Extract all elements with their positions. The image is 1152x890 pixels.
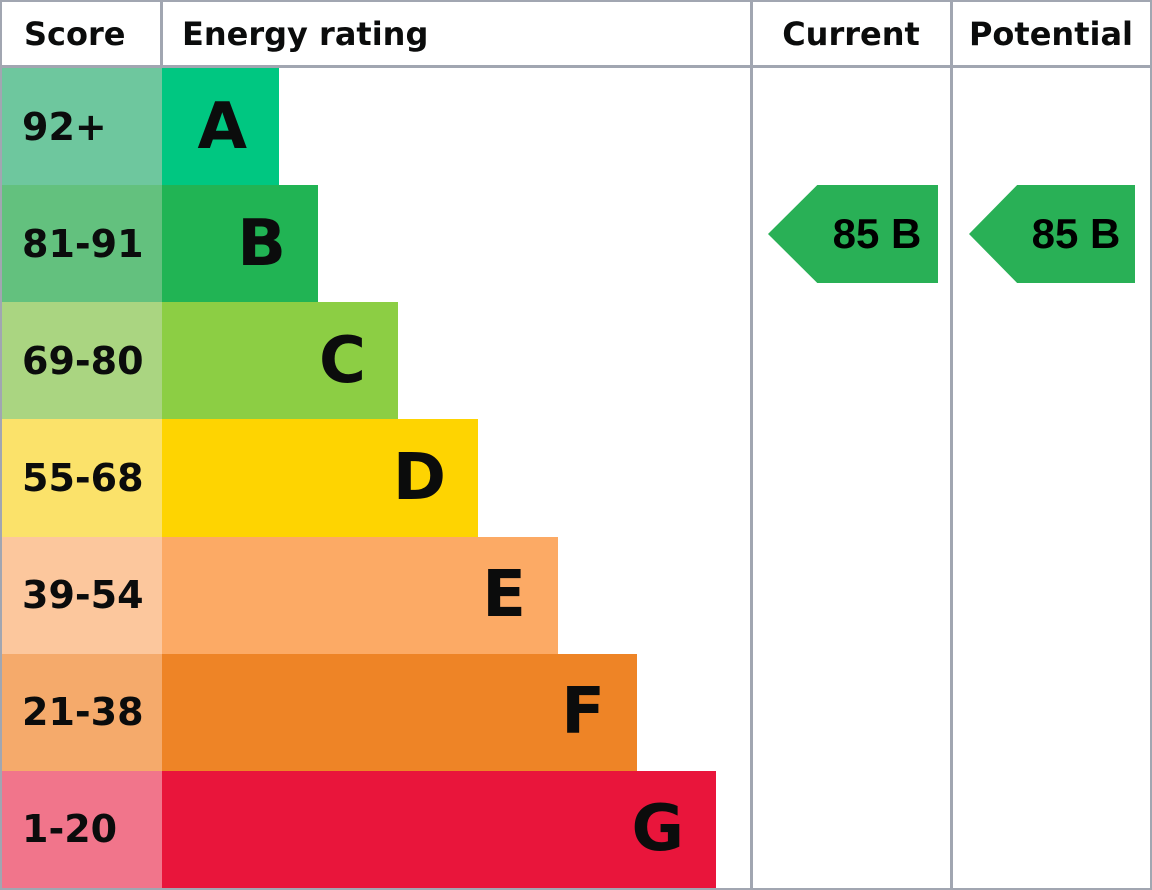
- current-column-divider: [750, 2, 753, 888]
- current-rating-arrow: 85 B: [768, 185, 938, 283]
- band-bar: F: [162, 653, 637, 771]
- band-rows: 92+ A 81-91 B 69-80 C 55-68 D 39-54: [2, 68, 748, 888]
- band-letter: A: [197, 89, 247, 164]
- score-column-header: Score: [24, 14, 126, 53]
- band-score-range: 92+: [22, 104, 107, 149]
- potential-rating-label: 85 B: [1031, 210, 1121, 257]
- band-score-range: 39-54: [22, 573, 144, 618]
- band-bar: E: [162, 536, 558, 654]
- band-row: 92+ A: [2, 68, 748, 186]
- band-row: 21-38 F: [2, 653, 748, 771]
- band-row: 69-80 C: [2, 302, 748, 420]
- band-score-cell: 39-54: [2, 536, 162, 654]
- band-row: 55-68 D: [2, 419, 748, 537]
- band-score-cell: 81-91: [2, 185, 162, 303]
- band-score-cell: 1-20: [2, 770, 162, 888]
- band-row: 81-91 B: [2, 185, 748, 303]
- band-letter: D: [392, 440, 446, 515]
- potential-column-divider: [950, 2, 953, 888]
- band-row: 1-20 G: [2, 770, 748, 888]
- band-score-range: 1-20: [22, 807, 118, 852]
- band-row: 39-54 E: [2, 536, 748, 654]
- band-bar: B: [162, 185, 318, 303]
- potential-rating-arrow: 85 B: [969, 185, 1135, 283]
- table-header: Score Energy rating Current Potential: [2, 2, 1150, 68]
- band-score-cell: 55-68: [2, 419, 162, 537]
- score-energy-header-divider: [160, 2, 163, 65]
- potential-column-header: Potential: [968, 14, 1134, 53]
- band-letter: G: [631, 792, 684, 867]
- current-column-header: Current: [782, 14, 920, 53]
- band-score-cell: 21-38: [2, 653, 162, 771]
- band-bar: C: [162, 302, 398, 420]
- band-bar: G: [162, 770, 716, 888]
- band-score-range: 69-80: [22, 338, 144, 383]
- band-score-range: 21-38: [22, 690, 144, 735]
- band-score-cell: 92+: [2, 68, 162, 186]
- current-rating-label: 85 B: [832, 210, 922, 257]
- band-letter: B: [237, 206, 286, 281]
- band-letter: E: [482, 558, 526, 633]
- band-letter: F: [561, 675, 605, 750]
- band-bar: A: [162, 68, 279, 186]
- band-bar: D: [162, 419, 478, 537]
- band-score-range: 81-91: [22, 221, 144, 266]
- band-score-range: 55-68: [22, 455, 144, 500]
- band-score-cell: 69-80: [2, 302, 162, 420]
- energy-rating-column-header: Energy rating: [182, 14, 429, 53]
- band-letter: C: [319, 323, 366, 398]
